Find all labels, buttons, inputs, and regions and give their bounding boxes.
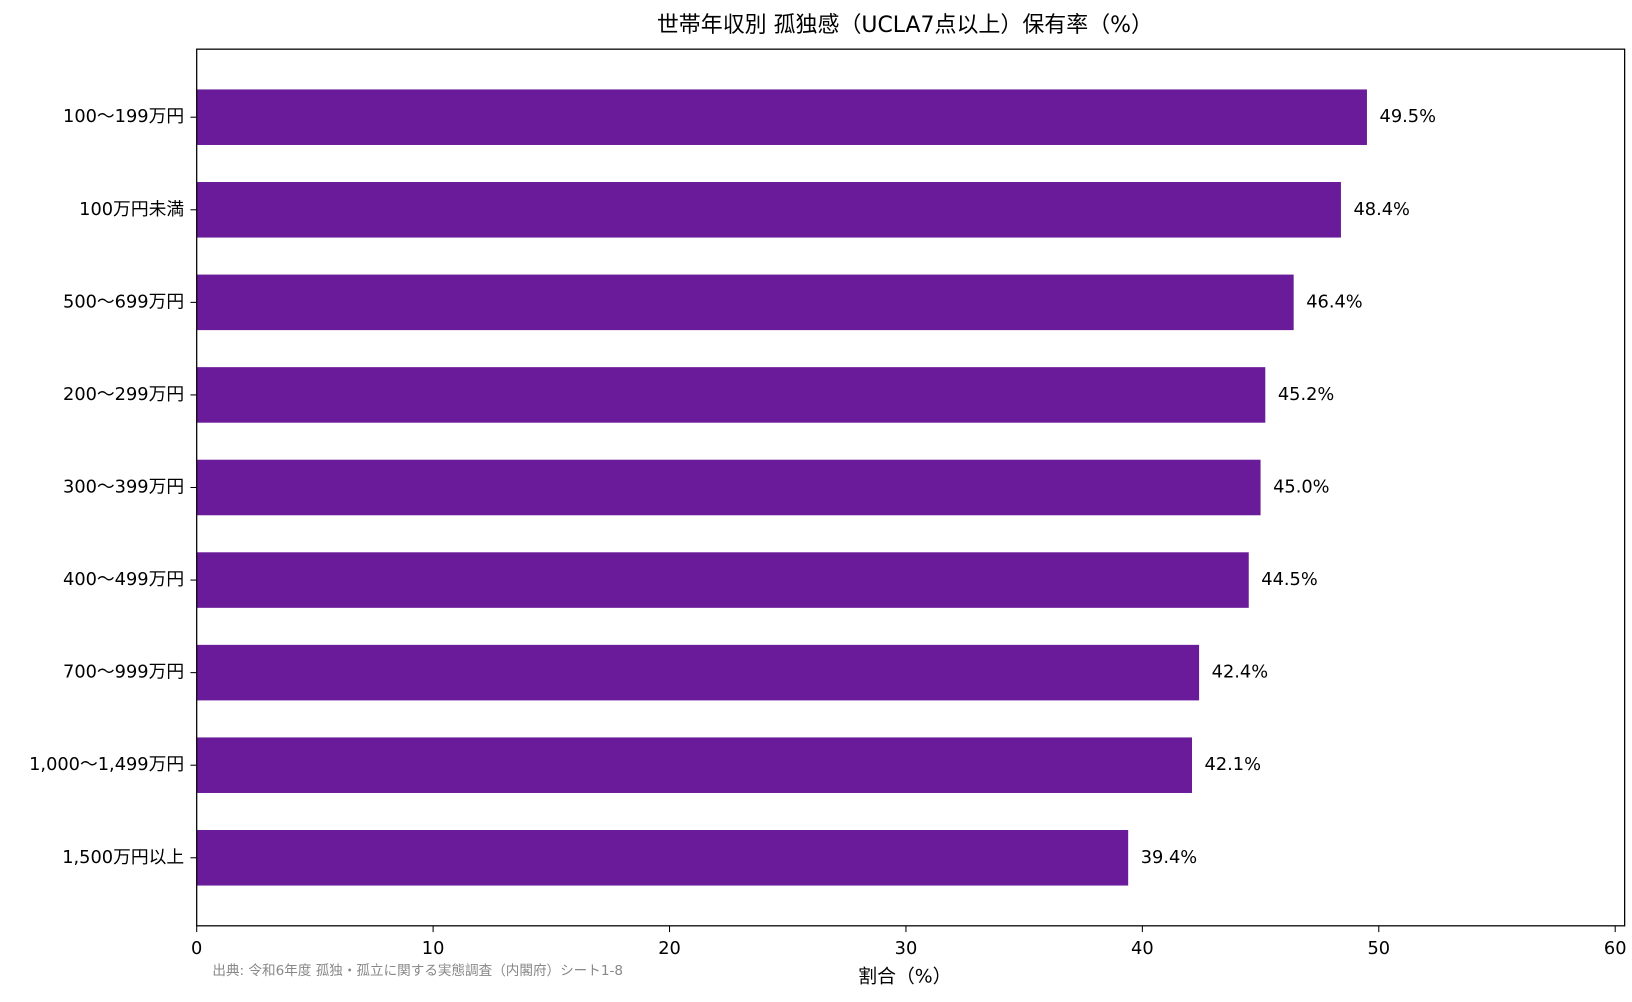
y-tick-label: 100〜199万円 [63,106,184,127]
x-tick-label: 60 [1604,938,1627,959]
bar [196,274,1294,331]
bar [196,644,1200,701]
value-label: 45.0% [1273,476,1329,497]
value-label: 42.4% [1212,662,1268,683]
y-tick-label: 1,500万円以上 [62,847,184,868]
value-label: 44.5% [1261,569,1317,590]
y-tick-label: 300〜399万円 [63,476,184,497]
source-note: 出典: 令和6年度 孤独・孤立に関する実態調査（内閣府）シート1-8 [212,963,623,979]
x-tick-label: 20 [658,938,681,959]
bar [196,552,1249,608]
bar [196,367,1266,423]
value-label: 42.1% [1205,754,1261,775]
bar [196,737,1193,793]
x-tick-label: 10 [422,938,445,959]
y-tick-label: 200〜299万円 [63,384,184,405]
value-label: 48.4% [1354,199,1410,220]
bar [196,89,1367,145]
plot-frame [196,48,1626,927]
x-tick-label: 50 [1367,938,1390,959]
value-label: 49.5% [1380,106,1436,127]
chart-title: 世帯年収別 孤独感（UCLA7点以上）保有率（%） [657,13,1153,38]
y-tick-label: 1,000〜1,499万円 [29,754,184,775]
value-label: 45.2% [1278,384,1334,405]
bar [196,830,1129,886]
x-tick-label: 0 [191,938,202,959]
y-tick-label: 700〜999万円 [63,662,184,683]
y-tick-label: 100万円未満 [79,199,184,220]
bar [196,459,1261,516]
y-tick-label: 500〜699万円 [63,291,184,312]
y-tick-label: 400〜499万円 [63,569,184,590]
bar [196,182,1341,238]
value-label: 46.4% [1306,291,1362,312]
value-label: 39.4% [1141,847,1197,868]
x-tick-label: 30 [895,938,918,959]
x-tick-label: 40 [1131,938,1154,959]
x-axis-label: 割合（%） [858,966,951,988]
